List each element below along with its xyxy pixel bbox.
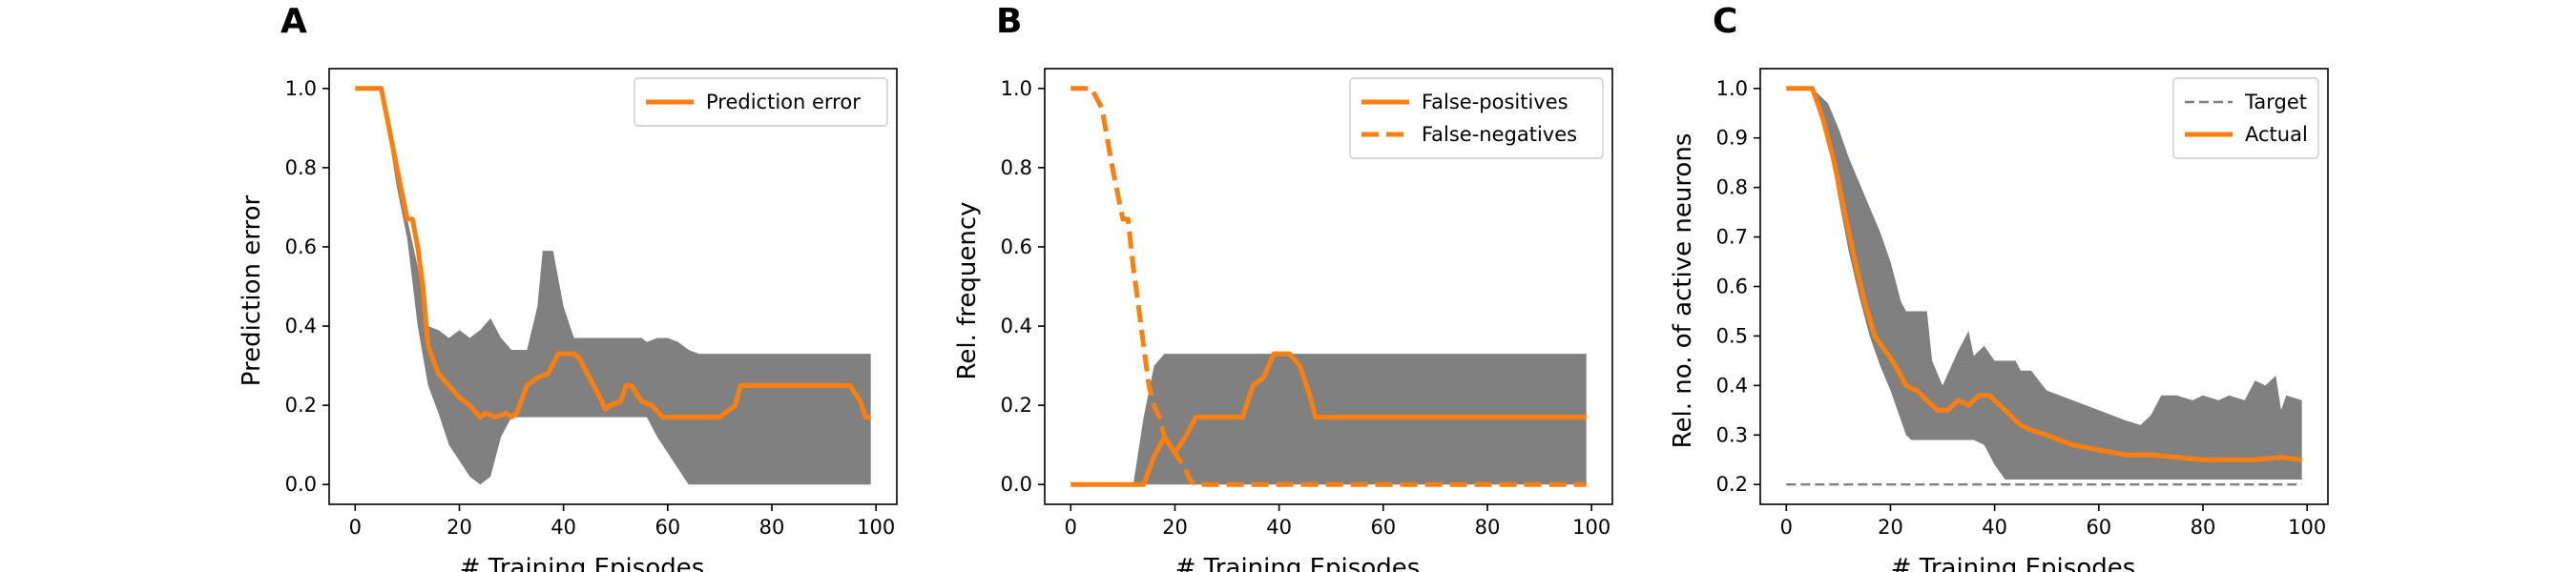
y-tick-label-b: 0.2: [1001, 394, 1032, 417]
y-axis-label-a: Prediction error: [238, 195, 266, 387]
band-a: [355, 88, 871, 485]
x-tick-label-a: 100: [857, 516, 895, 539]
legend-a: Prediction error: [634, 77, 888, 127]
band-c: [1786, 88, 2302, 480]
panel-letter-c: C: [1713, 2, 1737, 41]
legend-label-c-2: Actual: [2245, 123, 2308, 146]
data-layer-a: [355, 86, 871, 485]
y-tick-label-c: 0.9: [1716, 127, 1748, 150]
legend-b: False-positives False-negatives: [1349, 77, 1604, 159]
legend-label-c-1: Target: [2244, 91, 2307, 113]
y-tick-label-c: 0.6: [1716, 276, 1748, 298]
series-line-c-2: [1786, 86, 2302, 462]
x-axis-label-a: # Training Episodes: [460, 554, 705, 572]
y-tick-label-b: 0.8: [1001, 156, 1032, 179]
data-layer-c: [1786, 86, 2302, 486]
legend-box-b: [1349, 77, 1604, 159]
y-tick-label-a: 0.8: [285, 156, 317, 179]
y-tick-label-b: 0.4: [1001, 315, 1032, 337]
y-tick-label-c: 0.4: [1716, 374, 1748, 397]
axes-frame-a: [328, 68, 898, 505]
panel-letter-b: B: [996, 2, 1022, 41]
x-tick-label-a: 20: [447, 516, 472, 539]
panel-letter-a: A: [280, 2, 307, 41]
legend-c: Target Actual: [2172, 77, 2319, 159]
y-tick-label-c: 0.3: [1716, 423, 1748, 446]
x-tick-label-a: 0: [349, 516, 362, 539]
x-tick-label-b: 100: [1572, 516, 1610, 539]
panel-c: C 0 20 40 60 80 100 0.2 0.3 0.4 0.5 0.6 0.7 0.8 0.9 1.…: [1669, 2, 2329, 572]
x-tick-label-b: 60: [1370, 516, 1396, 539]
legend-label-a-1: Prediction error: [706, 91, 861, 113]
plot-area-a: 0 20 40 60 80 100 0.0 0.2 0.4 0.6 0.8 1.0 Prediction…: [285, 68, 898, 539]
x-tick-label-c: 80: [2191, 516, 2216, 539]
legend-label-b-2: False-negatives: [1422, 123, 1577, 146]
y-tick-label-c: 0.5: [1716, 324, 1748, 347]
y-tick-label-c: 1.0: [1716, 77, 1748, 100]
plot-area-c: 0 20 40 60 80 100 0.2 0.3 0.4 0.5 0.6 0.7 0.8 0.9 1.0 T…: [1716, 68, 2329, 539]
x-axis-label-c: # Training Episodes: [1891, 554, 2136, 572]
data-layer-b: [1070, 86, 1587, 487]
x-tick-label-c: 20: [1878, 516, 1903, 539]
x-tick-label-c: 40: [1982, 516, 2007, 539]
series-line-a-1: [355, 86, 871, 420]
axes-frame-b: [1044, 68, 1613, 505]
panel-a: A 0 20 40 60 80 100 0.0 0.2 0.4 0.6 0.8 1.0 Predicti…: [238, 2, 898, 572]
series-line-b-2: [1070, 86, 1587, 487]
legend-label-b-1: False-positives: [1422, 91, 1568, 113]
x-tick-label-a: 40: [551, 516, 576, 539]
x-tick-label-c: 60: [2086, 516, 2111, 539]
y-axis-label-b: Rel. frequency: [953, 201, 982, 379]
y-tick-label-a: 1.0: [285, 77, 317, 100]
y-tick-label-b: 1.0: [1001, 77, 1032, 100]
x-tick-label-a: 80: [759, 516, 785, 539]
y-tick-label-c: 0.8: [1716, 176, 1748, 199]
y-tick-label-b: 0.0: [1001, 473, 1032, 496]
y-tick-label-a: 0.4: [285, 315, 317, 337]
legend-box-a: [634, 77, 888, 127]
x-tick-label-b: 80: [1475, 516, 1501, 539]
x-tick-label-b: 20: [1162, 516, 1188, 539]
legend-box-c: [2172, 77, 2319, 159]
plot-area-b: 0 20 40 60 80 100 0.0 0.2 0.4 0.6 0.8 1.0 False-posi…: [1001, 68, 1613, 539]
y-tick-label-b: 0.6: [1001, 235, 1032, 258]
x-tick-label-b: 40: [1266, 516, 1292, 539]
x-tick-label-c: 0: [1780, 516, 1793, 539]
x-tick-label-c: 100: [2288, 516, 2326, 539]
y-tick-label-a: 0.6: [285, 235, 317, 258]
x-tick-label-a: 60: [654, 516, 680, 539]
x-axis-label-b: # Training Episodes: [1175, 554, 1421, 572]
y-axis-label-c: Rel. no. of active neurons: [1669, 133, 1697, 449]
y-tick-label-a: 0.2: [285, 394, 317, 417]
y-tick-label-c: 0.7: [1716, 226, 1748, 249]
x-tick-label-b: 0: [1065, 516, 1077, 539]
panel-b: B 0 20 40 60 80 100 0.0 0.2 0.4 0.6 0.8 1.0 False-po…: [953, 2, 1613, 572]
y-tick-label-a: 0.0: [285, 473, 317, 496]
y-tick-label-c: 0.2: [1716, 473, 1748, 496]
